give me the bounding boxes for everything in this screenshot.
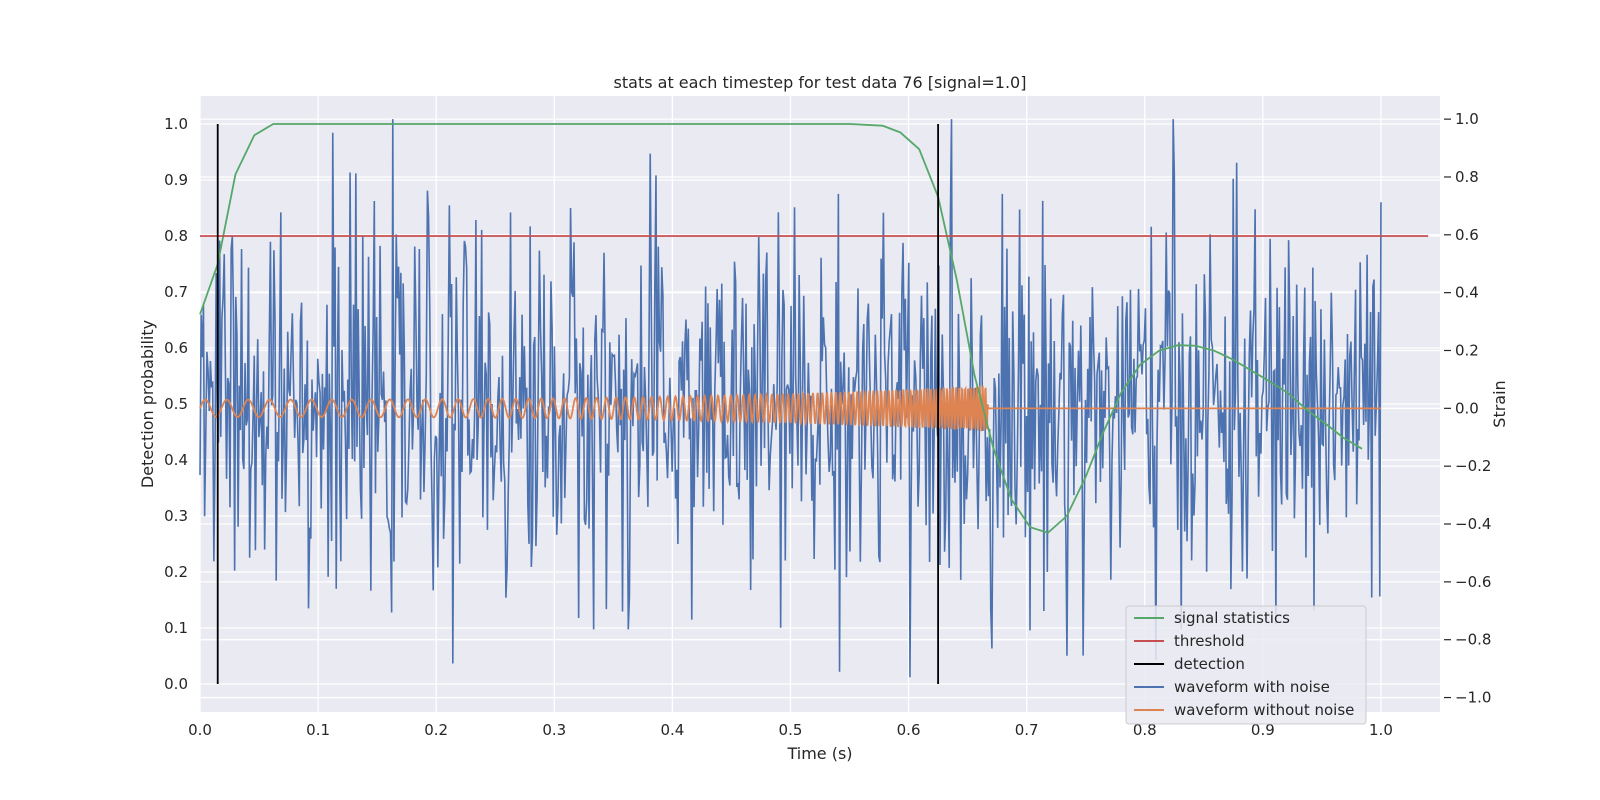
x-tick-label: 0.0 (188, 721, 212, 739)
y-right-tick-label: −1.0 (1455, 689, 1491, 707)
x-axis-label: Time (s) (786, 744, 852, 763)
y-tick-label: 0.0 (164, 675, 188, 693)
y-tick-label: 0.8 (164, 227, 188, 245)
y-right-tick-label: −0.6 (1455, 573, 1491, 591)
y-right-tick-label: −0.4 (1455, 515, 1491, 533)
y-right-tick-label: 0.8 (1455, 168, 1479, 186)
x-tick-label: 0.4 (660, 721, 684, 739)
y-tick-label: 0.3 (164, 507, 188, 525)
series-waveform-without-noise (199, 385, 1381, 432)
axes-layer: 0.0 0.1 0.2 0.3 0.4 0.5 0.6 0.7 0.8 0.9 1.0 0.0 0.1 0… (164, 110, 1491, 739)
x-tick-label: 0.8 (1133, 721, 1157, 739)
y-tick-label: 1.0 (164, 115, 188, 133)
x-tick-label: 1.0 (1369, 721, 1393, 739)
legend-label: threshold (1174, 632, 1245, 650)
x-tick-label: 0.1 (306, 721, 330, 739)
y-right-tick-label: 0.4 (1455, 284, 1479, 302)
legend-label: waveform with noise (1174, 678, 1330, 696)
series-layer (199, 119, 1429, 684)
series-waveform-with-noise (199, 119, 1382, 678)
legend-box (1125, 605, 1367, 725)
y-right-tick-label: 0.0 (1455, 399, 1479, 417)
y-right-tick-label: 1.0 (1455, 110, 1479, 128)
y-tick-label: 0.7 (164, 283, 188, 301)
y-right-tick-label: −0.8 (1455, 631, 1491, 649)
x-tick-label: 0.5 (779, 721, 803, 739)
legend: signal statistics threshold detection wavef… (1125, 605, 1367, 725)
y-right-tick-label: 0.2 (1455, 341, 1479, 359)
y-axis-label: Detection probability (138, 320, 157, 488)
legend-label: signal statistics (1174, 609, 1290, 627)
x-tick-label: 0.7 (1015, 721, 1039, 739)
chart-title: stats at each timestep for test data 76 … (614, 73, 1027, 92)
y-axis-right-label: Strain (1490, 380, 1509, 427)
legend-label: waveform without noise (1174, 701, 1354, 719)
y-tick-label: 0.9 (164, 171, 188, 189)
y-tick-label: 0.5 (164, 395, 188, 413)
x-tick-label: 0.3 (542, 721, 566, 739)
legend-label: detection (1174, 655, 1245, 673)
y-tick-label: 0.2 (164, 563, 188, 581)
series-signal-statistics (199, 123, 1363, 534)
x-tick-label: 0.9 (1251, 721, 1275, 739)
x-tick-label: 0.6 (897, 721, 921, 739)
y-tick-label: 0.1 (164, 619, 188, 637)
y-right-tick-label: −0.2 (1455, 457, 1491, 475)
x-tick-label: 0.2 (424, 721, 448, 739)
y-tick-label: 0.4 (164, 451, 188, 469)
y-tick-label: 0.6 (164, 339, 188, 357)
y-right-tick-label: 0.6 (1455, 226, 1479, 244)
